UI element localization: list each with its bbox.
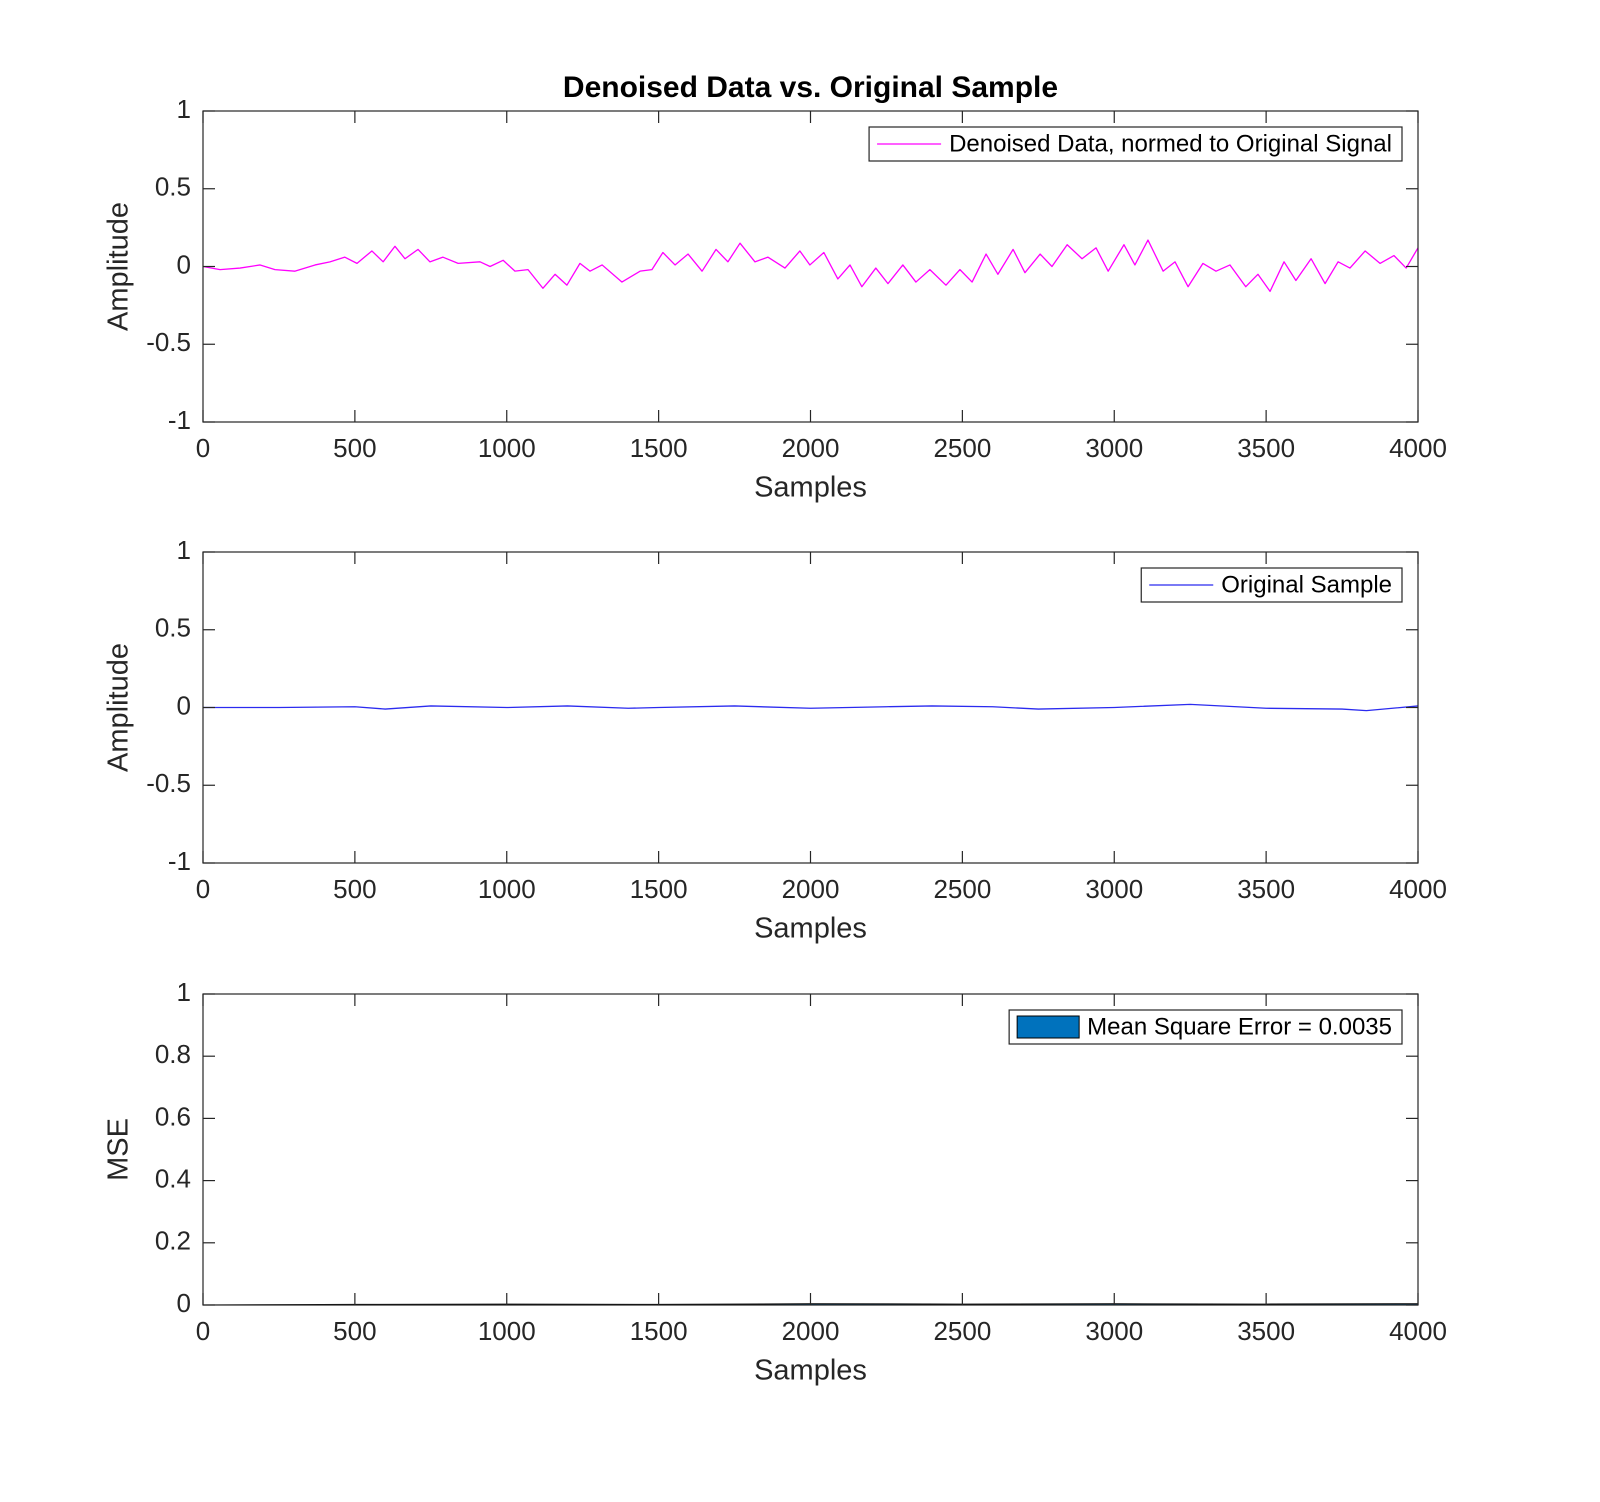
y-tick-label: -0.5 [146,768,191,798]
chart-title: Denoised Data vs. Original Sample [563,71,1058,104]
legend-swatch [1016,1015,1080,1039]
x-tick-label: 4000 [1389,433,1447,463]
x-tick-label: 3000 [1085,1316,1143,1346]
y-tick-label: 0 [177,249,191,279]
legend-label: Denoised Data, normed to Original Signal [949,130,1392,157]
y-tick-label: 1 [177,94,191,124]
y-tick-label: 0.5 [155,613,191,643]
y-tick-label: 1 [177,535,191,565]
x-tick-label: 0 [196,433,210,463]
y-axis-label: Amplitude [103,202,135,331]
x-tick-label: 3500 [1237,1316,1295,1346]
x-tick-label: 1500 [630,874,688,904]
x-tick-label: 1000 [478,874,536,904]
y-tick-label: 1 [177,977,191,1007]
x-tick-label: 500 [333,433,376,463]
plot-area [203,994,1418,1305]
x-tick-label: 2000 [782,1316,840,1346]
x-axis-label: Samples [754,913,867,945]
x-tick-label: 2500 [933,874,991,904]
y-tick-label: 0.5 [155,172,191,202]
legend-label: Original Sample [1221,571,1392,598]
y-tick-label: 0.2 [155,1226,191,1256]
x-tick-label: 500 [333,1316,376,1346]
line [202,239,1419,293]
y-tick-label: 0 [177,1288,191,1318]
x-tick-label: 3500 [1237,874,1295,904]
x-tick-label: 4000 [1389,1316,1447,1346]
x-tick-label: 3000 [1085,433,1143,463]
x-tick-label: 2500 [933,1316,991,1346]
plot-area [203,111,1418,422]
x-tick-label: 500 [333,874,376,904]
legend-box [868,126,1403,162]
x-tick-label: 4000 [1389,874,1447,904]
x-tick-label: 1500 [630,1316,688,1346]
y-axis-label: MSE [103,1118,135,1181]
line [203,703,1419,712]
legend: Denoised Data, normed to Original Signal [868,126,1403,162]
y-tick-label: -1 [168,405,191,435]
y-tick-label: -0.5 [146,327,191,357]
x-tick-label: 1000 [478,433,536,463]
legend-label: Mean Square Error = 0.0035 [1087,1013,1392,1040]
legend: Original Sample [1140,567,1403,603]
y-tick-label: 0 [177,690,191,720]
x-tick-label: 1000 [478,1316,536,1346]
y-tick-label: 0.8 [155,1039,191,1069]
x-tick-label: 2000 [782,874,840,904]
y-tick-label: 0.4 [155,1163,191,1193]
x-tick-label: 2000 [782,433,840,463]
x-tick-label: 3500 [1237,433,1295,463]
x-axis-label: Samples [754,1355,867,1387]
x-tick-label: 2500 [933,433,991,463]
x-tick-label: 0 [196,874,210,904]
x-tick-label: 3000 [1085,874,1143,904]
x-tick-label: 0 [196,1316,210,1346]
y-axis-label: Amplitude [103,643,135,772]
legend: Mean Square Error = 0.0035 [1008,1009,1403,1045]
x-tick-label: 1500 [630,433,688,463]
x-axis-label: Samples [754,472,867,504]
y-tick-label: -1 [168,846,191,876]
y-tick-label: 0.6 [155,1101,191,1131]
